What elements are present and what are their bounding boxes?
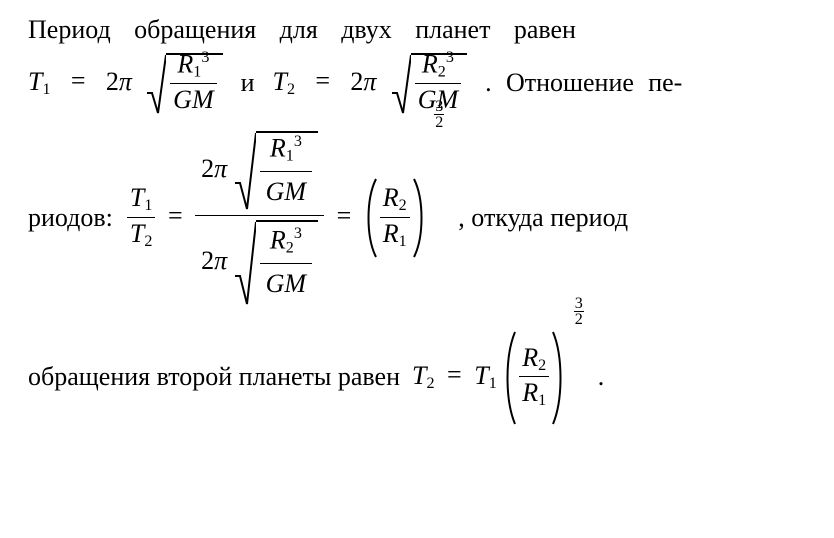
formula-ratio: T1 T2 = 2π R13 GM [127, 127, 444, 310]
pi: π [119, 66, 132, 95]
sqrt-icon: R23 GM [391, 53, 467, 115]
sub-1: 1 [42, 80, 50, 97]
otno-text: . Отношение пе- [485, 67, 682, 100]
whence-text: , откуда период [458, 202, 628, 235]
final-lead: обращения второй планеты равен [28, 361, 400, 394]
full-stop: . [596, 361, 605, 394]
intro-line: Период обращения для двух планет равен [28, 14, 816, 47]
ratio-lead: риодов: [28, 202, 113, 235]
sqrt-icon: R13 GM [234, 131, 318, 211]
two: 2 [106, 66, 119, 95]
frac-R13-GM: R13 GM [170, 48, 216, 118]
power-3-2: 3 2 [574, 296, 584, 328]
equals: = [65, 66, 92, 95]
page: Период обращения для двух планет равен T… [0, 0, 834, 538]
formula-row-1: T1 = 2π R13 GM и T2 = 2π [28, 53, 816, 115]
sqrt-icon: R13 GM [146, 53, 222, 115]
var-T: T [28, 66, 42, 95]
credit-watermark: ©5terka.com [0, 404, 4, 478]
paren-ratio: R2 R1 [364, 177, 426, 259]
formula-row-3: обращения второй планеты равен T2 = T1 R… [28, 330, 816, 426]
den-GM: GM [170, 84, 216, 119]
frac-T1T2: T1 T2 [127, 182, 156, 253]
var-T: T [273, 66, 287, 95]
formula-answer: T2 = T1 R2 R1 3 2 [412, 330, 584, 426]
and-text: и [241, 67, 255, 100]
var-R: R [177, 50, 193, 79]
formula-T1: T1 = 2π R13 GM [28, 53, 223, 115]
paren-answer: R2 R1 [503, 330, 565, 426]
sqrt-icon: R23 GM [234, 220, 318, 306]
power-3-2: 3 2 [434, 99, 444, 131]
formula-row-2: риодов: T1 T2 = 2π R13 GM [28, 127, 816, 310]
bigfrac-sqrts: 2π R13 GM 2π [195, 127, 324, 310]
